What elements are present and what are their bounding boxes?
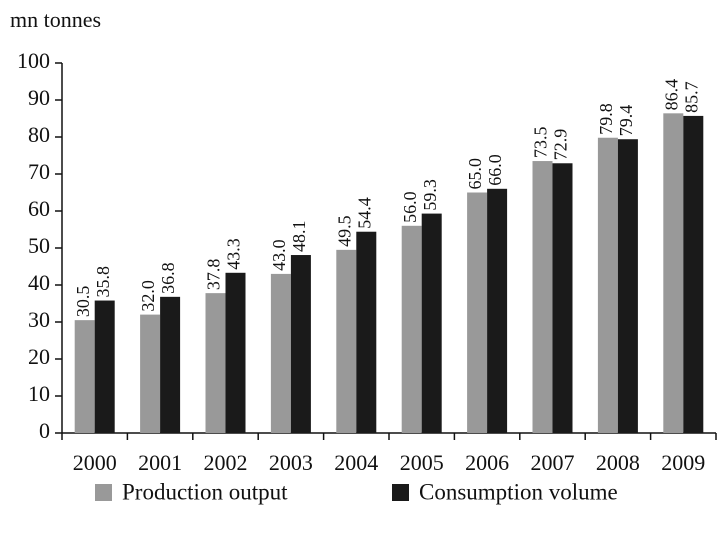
x-tick-label: 2000 [73, 450, 117, 475]
value-label: 43.3 [224, 238, 244, 270]
x-tick-label: 2006 [465, 450, 509, 475]
y-axis-label: mn tonnes [10, 7, 101, 32]
x-tick-label: 2004 [334, 450, 378, 475]
bar [467, 192, 488, 433]
bar [290, 255, 311, 433]
x-tick-label: 2005 [400, 450, 444, 475]
x-tick-label: 2002 [204, 450, 248, 475]
value-label: 48.1 [289, 221, 309, 253]
value-label: 49.5 [334, 215, 354, 247]
value-label: 35.8 [93, 266, 113, 298]
x-tick-label: 2001 [138, 450, 182, 475]
value-label: 66.0 [485, 154, 505, 185]
bar [140, 314, 161, 433]
value-label: 59.3 [420, 179, 440, 211]
value-label: 30.5 [73, 286, 93, 318]
bar [401, 225, 422, 433]
value-label: 72.9 [551, 129, 571, 161]
bar [552, 163, 573, 433]
y-tick-label: 60 [28, 196, 50, 221]
y-tick-label: 70 [28, 159, 50, 184]
x-tick-label: 2007 [531, 450, 575, 475]
x-tick-label: 2009 [661, 450, 705, 475]
bar [683, 115, 704, 433]
y-tick-label: 100 [17, 48, 50, 73]
bar [532, 161, 553, 434]
y-tick-label: 40 [28, 270, 50, 295]
x-tick-label: 2008 [596, 450, 640, 475]
value-label: 85.7 [681, 81, 701, 113]
bar [74, 320, 95, 433]
value-label: 73.5 [531, 127, 551, 159]
bar [356, 231, 377, 433]
value-label: 32.0 [138, 280, 158, 312]
value-label: 54.4 [354, 197, 374, 229]
y-tick-label: 30 [28, 307, 50, 332]
x-tick-label: 2003 [269, 450, 313, 475]
bar [94, 300, 115, 433]
value-label: 36.8 [158, 262, 178, 294]
y-tick-label: 20 [28, 344, 50, 369]
legend-label: Consumption volume [419, 479, 618, 504]
bar [336, 249, 357, 433]
bar [225, 272, 246, 433]
bar [270, 273, 291, 433]
bar [663, 113, 684, 433]
bar [421, 213, 442, 433]
legend-label: Production output [122, 479, 288, 504]
y-tick-label: 50 [28, 233, 50, 258]
value-label: 65.0 [465, 158, 485, 190]
bar [205, 293, 226, 433]
value-label: 79.4 [616, 105, 636, 137]
y-tick-label: 10 [28, 381, 50, 406]
value-label: 43.0 [269, 239, 289, 271]
bar [160, 296, 181, 433]
bar [597, 137, 618, 434]
legend-swatch [392, 484, 409, 501]
y-tick-label: 0 [39, 418, 50, 443]
value-label: 37.8 [204, 259, 224, 291]
y-tick-label: 80 [28, 122, 50, 147]
y-tick-label: 90 [28, 85, 50, 110]
legend-swatch [95, 484, 112, 501]
bar [617, 139, 638, 433]
value-label: 56.0 [400, 191, 420, 223]
value-label: 86.4 [661, 79, 681, 111]
bar [487, 188, 508, 433]
value-label: 79.8 [596, 103, 616, 135]
